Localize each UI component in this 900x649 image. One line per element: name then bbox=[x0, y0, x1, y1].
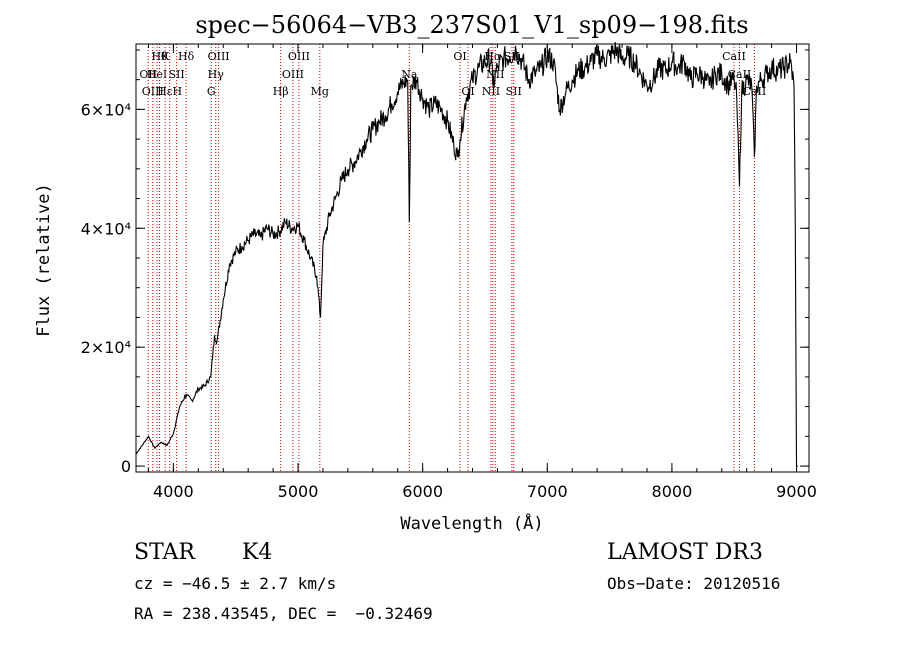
line-marker-label: OIII bbox=[208, 50, 230, 63]
plot-frame bbox=[135, 43, 810, 473]
line-marker-label: OIII bbox=[142, 85, 164, 98]
line-marker-label: OI bbox=[461, 85, 474, 98]
y-tick-label: 4×10⁴ bbox=[81, 219, 131, 238]
x-tick-label: 6000 bbox=[402, 482, 443, 501]
line-marker-label: SII bbox=[506, 85, 522, 98]
emission-line-markers: OIIOIIIHeIHθKHεHSIIHδGHγOIIIHβOIIIOIIIMg… bbox=[139, 44, 766, 472]
spectral-subclass: K4 bbox=[242, 540, 273, 565]
line-marker-label: G bbox=[207, 85, 216, 98]
spectrum-line bbox=[135, 42, 798, 467]
y-axis-label: Flux (relative) bbox=[34, 183, 54, 337]
line-marker-label: Hγ bbox=[208, 68, 225, 81]
line-marker-label: Mg bbox=[311, 85, 329, 98]
line-marker-label: CaII bbox=[743, 85, 767, 98]
line-marker-label: OI bbox=[453, 50, 466, 63]
object-class: STAR bbox=[134, 540, 195, 565]
chart-title: spec−56064−VB3_237S01_V1_sp09−198.fits bbox=[195, 11, 748, 39]
x-axis-label: Wavelength (Å) bbox=[400, 512, 543, 534]
line-marker-label: NII bbox=[482, 85, 500, 98]
x-tick-label: 7000 bbox=[527, 482, 568, 501]
line-marker-label: HeI bbox=[147, 68, 167, 81]
y-axis-ticks: 0 2×10⁴ 4×10⁴ 6×10⁴ bbox=[81, 49, 809, 476]
line-marker-label: CaII bbox=[722, 50, 746, 63]
spectrum-series bbox=[135, 42, 798, 467]
line-marker-label: Hβ bbox=[273, 85, 289, 98]
line-marker-label: OIII bbox=[288, 50, 310, 63]
x-tick-label: 8000 bbox=[652, 482, 693, 501]
y-tick-label: 6×10⁴ bbox=[81, 100, 131, 119]
x-axis-ticks: 4000 5000 6000 7000 8000 9000 bbox=[147, 44, 817, 501]
survey-name: LAMOST DR3 bbox=[607, 540, 763, 565]
observation-date: Obs−Date: 20120516 bbox=[607, 574, 781, 593]
y-tick-label: 0 bbox=[121, 457, 131, 476]
x-tick-label: 4000 bbox=[153, 482, 194, 501]
line-marker-label: SII bbox=[169, 68, 185, 81]
line-marker-label: Hθ bbox=[151, 50, 168, 63]
line-marker-label: K bbox=[161, 50, 170, 63]
line-marker-label: OIII bbox=[282, 68, 304, 81]
y-tick-label: 2×10⁴ bbox=[81, 338, 131, 357]
x-tick-label: 9000 bbox=[776, 482, 817, 501]
line-marker-label: HεH bbox=[157, 85, 182, 98]
coordinates: RA = 238.43545, DEC = −0.32469 bbox=[134, 604, 433, 623]
x-tick-label: 5000 bbox=[278, 482, 319, 501]
redshift-velocity: cz = −46.5 ± 2.7 km/s bbox=[134, 574, 337, 593]
line-marker-label: Hδ bbox=[178, 50, 195, 63]
